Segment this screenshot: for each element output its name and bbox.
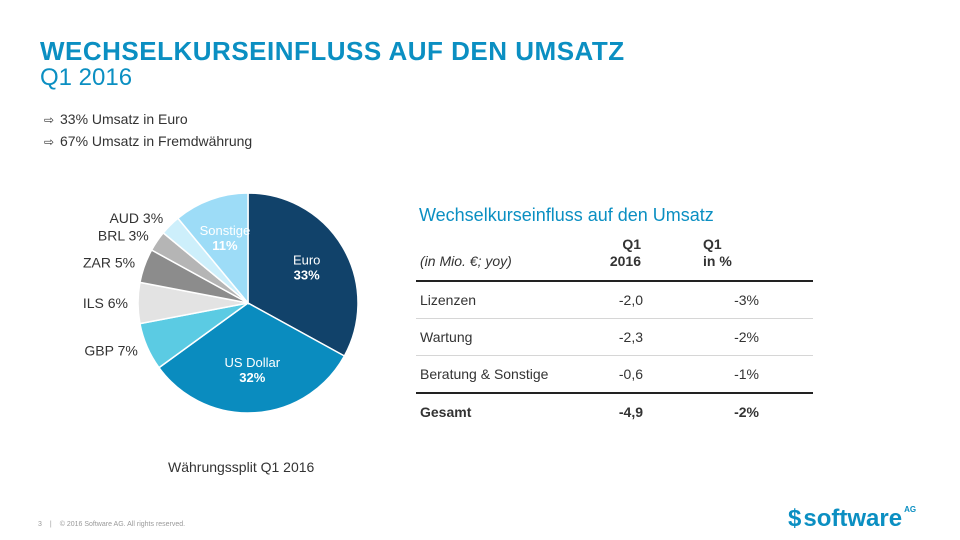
pie-slice-sonstige [176,192,249,306]
table-row: Lizenzen -2,0 -3% [416,280,813,319]
page-title: WECHSELKURSEINFLUSS AUF DEN UMSATZ [40,36,625,66]
logo-s-icon: $ [788,505,802,532]
slice-outside-label: AUD 3% [109,210,163,226]
pie-slice-euro [247,192,359,358]
page-number: 3 [38,521,42,528]
slice-outside-label: BRL 3% [98,228,149,244]
row-label: Lizenzen [416,280,588,319]
total-label: Gesamt [416,392,588,430]
row-label: Wartung [416,318,588,356]
copyright-text: © 2016 Software AG. All rights reserved. [59,521,186,528]
table-row: Wartung -2,3 -2% [416,318,813,356]
arrow-right-icon: ⇨ [44,135,55,149]
bullet-list: ⇨ 33% Umsatz in Euro ⇨ 67% Umsatz in Fremd… [44,108,252,152]
row-value-pct: -2% [647,318,813,356]
logo-suffix: AG [904,505,917,514]
slice-label: Euro [293,252,320,267]
total-value-mio: -4,9 [588,392,647,430]
bullet-text: 33% Umsatz in Euro [60,111,188,127]
row-value-mio: -2,0 [588,280,647,319]
chart-title: Währungssplit Q1 2016 [168,459,315,475]
logo-text: software [803,505,903,532]
header-q1: Q1 [622,236,641,252]
row-value-pct: -1% [647,355,813,393]
pie-slice-us-dollar [157,302,346,414]
header-q1: Q1 [703,236,722,252]
row-value-mio: -2,3 [588,318,647,356]
table-header-q1-pct: Q1 in % [647,236,813,281]
arrow-right-icon: ⇨ [44,113,55,127]
table-row: Beratung & Sonstige -0,6 -1% [416,355,813,393]
row-label: Beratung & Sonstige [416,355,588,393]
bullet-item: ⇨ 33% Umsatz in Euro [44,108,252,130]
bullet-item: ⇨ 67% Umsatz in Fremdwährung [44,130,252,152]
slice-outside-label: ILS 6% [83,295,128,311]
footer-separator: | [49,521,52,528]
slice-label: US Dollar [224,355,280,370]
impact-table: (in Mio. €; yoy) Q1 2016 Q1 in % Lizenze… [416,236,813,430]
bullet-text: 67% Umsatz in Fremdwährung [60,133,253,149]
table-total-row: Gesamt -4,9 -2% [416,392,813,430]
header-year: 2016 [609,253,641,269]
total-value-pct: -2% [647,392,813,430]
header-pct: in % [703,253,732,269]
table-header-label: (in Mio. €; yoy) [420,253,512,269]
slice-outside-label: ZAR 5% [83,254,135,270]
slice-value-label: 11% [212,238,238,253]
slice-value-label: 33% [294,267,320,282]
slice-label: Sonstige [200,223,251,238]
table-header-row: (in Mio. €; yoy) Q1 2016 Q1 in % [416,236,813,281]
software-ag-logo: $software AG [788,505,916,533]
slice-value-label: 32% [239,370,265,385]
table-title: Wechselkurseinfluss auf den Umsatz [419,205,714,225]
row-value-mio: -0,6 [588,355,647,393]
slice-outside-label: GBP 7% [84,343,137,359]
row-value-pct: -3% [647,280,813,319]
table-header-q1-2016: Q1 2016 [588,236,647,281]
footer: 3 | © 2016 Software AG. All rights reserve… [38,521,185,528]
page-subtitle: Q1 2016 [40,64,133,91]
